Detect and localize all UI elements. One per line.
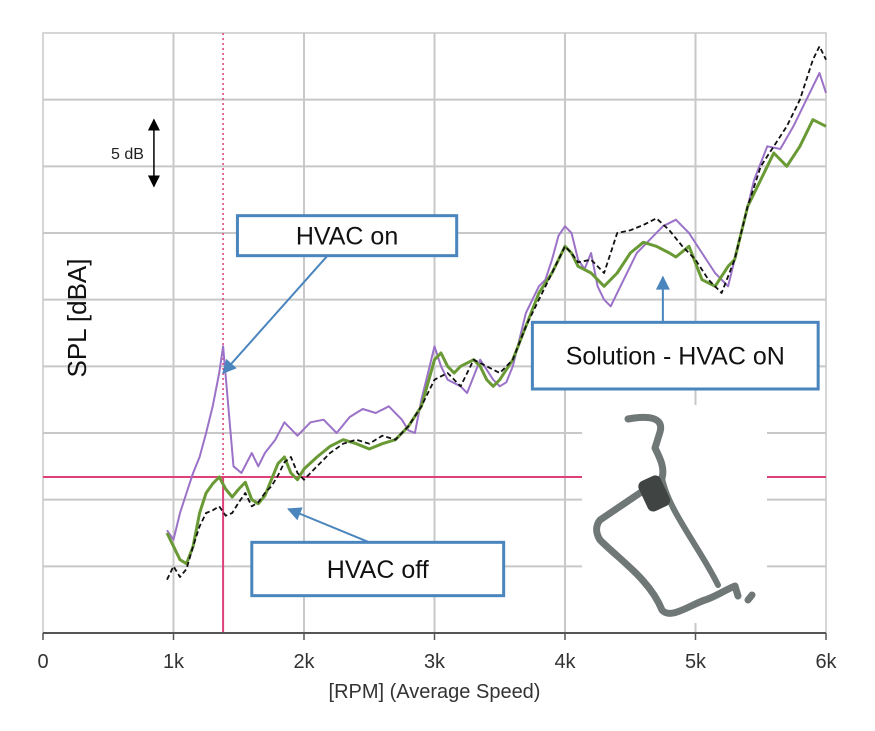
rubber-sleeve (638, 475, 671, 512)
x-tick-label: 3k (424, 651, 446, 673)
scale-bar-label: 5 dB (111, 146, 144, 163)
hvac-on-callout-box (235, 214, 459, 258)
x-tick-label: 4k (554, 651, 576, 673)
x-axis-label: [RPM] (Average Speed) (329, 681, 541, 703)
series-line-2 (166, 45, 827, 581)
axes: 0 1k 2k 3k 4k 5k 6k [RPM] (Average Speed) SPL [d… (37, 259, 837, 704)
hvac-off-arrow (287, 507, 370, 544)
series-line-1 (165, 118, 827, 566)
x-tick-label: 6k (815, 651, 837, 673)
scale-bar: 5 dB (111, 118, 160, 188)
hose-clip-shape (593, 413, 756, 617)
x-tick-label: 5k (685, 651, 707, 673)
annotations: HVAC on HVAC off Solution - HVAC oN (222, 214, 820, 598)
x-tick-label: 0 (37, 651, 48, 673)
hvac-off-callout-text: HVAC off (327, 556, 429, 584)
hvac-on-callout-text: HVAC on (296, 223, 398, 251)
solution-callout-text: Solution - HVAC oN (566, 343, 785, 371)
y-axis-label: SPL [dBA] (62, 259, 92, 378)
x-tick-label: 1k (163, 651, 185, 673)
hvac-off-callout-box (250, 540, 506, 598)
solution-callout-box (530, 320, 820, 391)
hvac-on-arrow (222, 255, 329, 375)
series-lines (165, 45, 827, 581)
inset-image (582, 405, 767, 623)
x-tick-label: 2k (293, 651, 315, 673)
series-line-0 (166, 72, 827, 541)
